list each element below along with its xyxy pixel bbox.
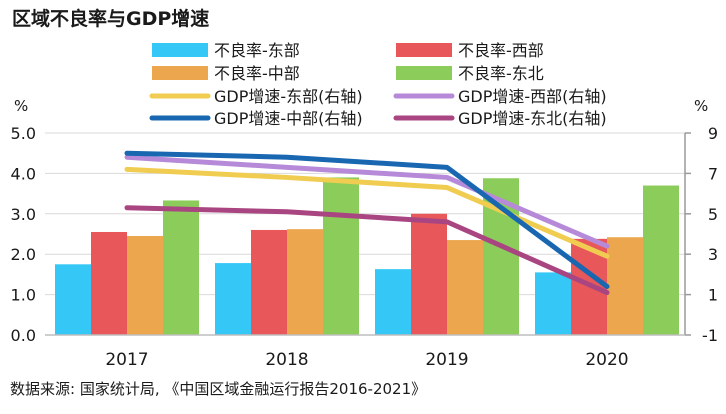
bar bbox=[447, 240, 483, 335]
bar bbox=[287, 229, 323, 335]
bar bbox=[55, 264, 91, 335]
y-right-tick-label: 1 bbox=[708, 286, 718, 305]
bar bbox=[535, 272, 571, 335]
series-line bbox=[124, 205, 610, 296]
bar bbox=[323, 177, 359, 335]
bar bbox=[607, 237, 643, 335]
legend-swatch bbox=[396, 43, 452, 57]
bar bbox=[91, 231, 127, 335]
y-right-tick-label: 5 bbox=[708, 205, 718, 224]
y-right-axis-label: % bbox=[694, 97, 708, 115]
y-left-tick-label: 4.0 bbox=[11, 164, 36, 183]
bar bbox=[163, 200, 199, 335]
bar bbox=[215, 263, 251, 335]
y-left-tick-label: 5.0 bbox=[11, 124, 36, 143]
chart-svg: 0.0 1.0 2.0 3.0 4.0 5.0 -1 1 3 5 7 9% % 2017 2018 2019 2… bbox=[11, 41, 718, 370]
y-right-tick-label: 9 bbox=[708, 124, 718, 143]
bar bbox=[251, 229, 287, 335]
legend-label: 不良率-东部 bbox=[214, 41, 300, 60]
bars-layer bbox=[55, 177, 679, 335]
x-tick-label: 2019 bbox=[425, 350, 468, 370]
bar bbox=[127, 236, 163, 335]
y-left-tick-label: 3.0 bbox=[11, 205, 36, 224]
y-left-tick-label: 0.0 bbox=[11, 326, 36, 345]
x-tick-label: 2017 bbox=[105, 350, 148, 370]
lines-layer bbox=[124, 150, 610, 296]
y-left-tick-label: 1.0 bbox=[11, 286, 36, 305]
x-tick-label: 2018 bbox=[265, 350, 308, 370]
legend-label: GDP增速-东部(右轴) bbox=[214, 87, 363, 106]
y-right-tick-label: -1 bbox=[702, 326, 718, 345]
series-line bbox=[124, 166, 610, 259]
bar bbox=[411, 213, 447, 335]
legend-label: GDP增速-中部(右轴) bbox=[214, 109, 363, 128]
chart-title: 区域不良率与GDP增速 bbox=[12, 8, 210, 30]
bar bbox=[643, 185, 679, 335]
chart-source: 数据来源: 国家统计局, 《中国区域金融运行报告2016-2021》 bbox=[10, 380, 427, 398]
series-line bbox=[124, 150, 610, 290]
legend-swatch bbox=[396, 66, 452, 80]
y-right-tick-label: 7 bbox=[708, 164, 718, 183]
y-left-axis-label: % bbox=[14, 97, 28, 115]
legend-swatch bbox=[152, 66, 208, 80]
y-right-tick-label: 3 bbox=[708, 245, 718, 264]
legend-label: GDP增速-西部(右轴) bbox=[458, 87, 607, 106]
axes-layer: 0.0 1.0 2.0 3.0 4.0 5.0 -1 1 3 5 7 9% % 2017 2018 2019 2… bbox=[11, 97, 718, 370]
legend-label: 不良率-西部 bbox=[458, 41, 544, 60]
legend-label: GDP增速-东北(右轴) bbox=[458, 109, 607, 128]
y-left-tick-label: 2.0 bbox=[11, 245, 36, 264]
legend-swatch bbox=[152, 43, 208, 57]
series-line bbox=[124, 154, 610, 249]
x-tick-label: 2020 bbox=[585, 350, 628, 370]
bar bbox=[375, 269, 411, 335]
legend-label: 不良率-中部 bbox=[214, 64, 300, 83]
legend-label: 不良率-东北 bbox=[458, 64, 544, 83]
